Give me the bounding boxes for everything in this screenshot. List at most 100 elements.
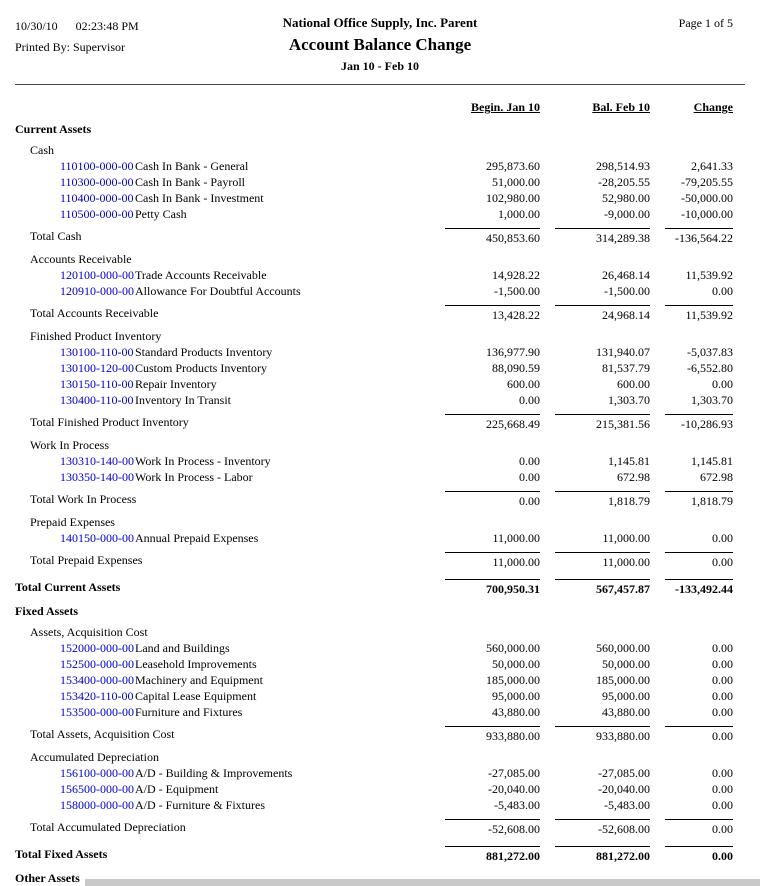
account-number-link[interactable]: 153420-110-00 <box>60 689 134 703</box>
begin-value: 43,880.00 <box>492 705 540 719</box>
account-number-link[interactable]: 140150-000-00 <box>60 531 134 545</box>
begin-value: 95,000.00 <box>492 689 540 703</box>
change-value: 0.00 <box>712 657 733 671</box>
account-number-link[interactable]: 120910-000-00 <box>60 284 134 298</box>
group-row: Accounts Receivable <box>0 251 760 267</box>
bal-value: 314,289.38 <box>555 228 650 246</box>
bal-value: 81,537.79 <box>602 361 650 375</box>
account-number-link[interactable]: 130150-110-00 <box>60 377 134 391</box>
account-row: 152500-000-00 Leasehold Improvements 50,00… <box>0 656 760 672</box>
account-description: Land and Buildings <box>135 641 230 655</box>
account-row: 130100-110-00 Standard Products Inventory… <box>0 344 760 360</box>
account-number-link[interactable]: 130400-110-00 <box>60 393 134 407</box>
change-value: 0.00 <box>665 726 733 744</box>
account-label: 156100-000-00 A/D - Building & Improvemen… <box>15 765 430 781</box>
bal-value: 600.00 <box>617 377 650 391</box>
account-number-link[interactable]: 130100-110-00 <box>60 345 134 359</box>
begin-value <box>445 251 540 267</box>
bal-value <box>555 437 650 453</box>
account-label: 152000-000-00 Land and Buildings <box>15 640 430 656</box>
account-number-link[interactable]: 158000-000-00 <box>60 798 134 812</box>
begin-value: 295,873.60 <box>486 159 540 173</box>
account-number-link[interactable]: 110500-000-00 <box>60 207 134 221</box>
begin-value: 0.00 <box>519 454 540 468</box>
account-row: 130350-140-00 Work In Process - Labor 0.00… <box>0 469 760 485</box>
row-label: Total Work In Process <box>30 492 137 506</box>
account-number-link[interactable]: 130100-120-00 <box>60 361 134 375</box>
account-row: 153500-000-00 Furniture and Fixtures 43,88… <box>0 704 760 720</box>
account-label: 130150-110-00 Repair Inventory <box>15 376 430 392</box>
account-number-link[interactable]: 153500-000-00 <box>60 705 134 719</box>
account-number-link[interactable]: 156500-000-00 <box>60 782 134 796</box>
change-value: -10,000.00 <box>681 207 733 221</box>
change-value <box>665 251 733 267</box>
account-label: 153400-000-00 Machinery and Equipment <box>15 672 430 688</box>
bal-value <box>555 328 650 344</box>
account-label: 130350-140-00 Work In Process - Labor <box>15 469 430 485</box>
account-description: Work In Process - Labor <box>135 470 253 484</box>
change-value: 0.00 <box>665 846 733 864</box>
horizontal-scrollbar[interactable] <box>85 879 760 886</box>
account-label: 153500-000-00 Furniture and Fixtures <box>15 704 430 720</box>
bal-value: 11,000.00 <box>602 531 650 545</box>
subtotal-row: Total Accounts Receivable 13,428.22 24,968… <box>0 305 760 323</box>
begin-value: 136,977.90 <box>486 345 540 359</box>
change-value <box>665 121 733 137</box>
begin-value: 51,000.00 <box>492 175 540 189</box>
begin-value: 102,980.00 <box>486 191 540 205</box>
begin-value: 0.00 <box>519 470 540 484</box>
subtotal-row: Total Work In Process 0.00 1,818.79 1,818.7… <box>0 491 760 509</box>
account-description: Standard Products Inventory <box>135 345 273 359</box>
account-number-link[interactable]: 120100-000-00 <box>60 268 134 282</box>
account-label: 110300-000-00 Cash In Bank - Payroll <box>15 174 430 190</box>
row-label: Total Assets, Acquisition Cost <box>30 727 175 741</box>
change-value: 0.00 <box>712 798 733 812</box>
bal-value <box>555 121 650 137</box>
begin-value: 14,928.22 <box>492 268 540 282</box>
change-value <box>665 749 733 765</box>
group-row: Cash <box>0 142 760 158</box>
account-number-link[interactable]: 110400-000-00 <box>60 191 134 205</box>
account-description: Annual Prepaid Expenses <box>135 531 259 545</box>
account-number-link[interactable]: 130350-140-00 <box>60 470 134 484</box>
bal-value: 24,968.14 <box>555 305 650 323</box>
change-value: 11,539.92 <box>685 268 733 282</box>
total-row: Total Fixed Assets 881,272.00 881,272.00 0.… <box>0 846 760 864</box>
account-description: Repair Inventory <box>135 377 217 391</box>
account-row: 130150-110-00 Repair Inventory 600.00 600.0… <box>0 376 760 392</box>
bal-value: 560,000.00 <box>596 641 650 655</box>
row-label: Accumulated Depreciation <box>30 750 159 764</box>
row-label: Fixed Assets <box>15 604 78 618</box>
account-row: 153400-000-00 Machinery and Equipment 185,… <box>0 672 760 688</box>
account-number-link[interactable]: 156100-000-00 <box>60 766 134 780</box>
subtotal-row: Total Cash 450,853.60 314,289.38 -136,564.2… <box>0 228 760 246</box>
row-label: Total Current Assets <box>15 580 121 594</box>
begin-value: -20,040.00 <box>488 782 540 796</box>
account-row: 110100-000-00 Cash In Bank - General 295,8… <box>0 158 760 174</box>
begin-value <box>445 749 540 765</box>
begin-value: -27,085.00 <box>488 766 540 780</box>
bal-value <box>555 603 650 619</box>
row-label: Finished Product Inventory <box>30 329 162 343</box>
account-number-link[interactable]: 152500-000-00 <box>60 657 134 671</box>
begin-value: -52,608.00 <box>445 819 540 837</box>
account-number-link[interactable]: 110100-000-00 <box>60 159 134 173</box>
account-number-link[interactable]: 153400-000-00 <box>60 673 134 687</box>
account-description: Trade Accounts Receivable <box>135 268 267 282</box>
change-value: -50,000.00 <box>681 191 733 205</box>
bal-value: 1,818.79 <box>555 491 650 509</box>
account-description: Capital Lease Equipment <box>135 689 257 703</box>
row-label: Cash <box>30 143 54 157</box>
begin-value: 560,000.00 <box>486 641 540 655</box>
bal-value: 1,303.70 <box>608 393 650 407</box>
begin-value: 933,880.00 <box>445 726 540 744</box>
change-value: 0.00 <box>665 552 733 570</box>
account-label: 130400-110-00 Inventory In Transit <box>15 392 430 408</box>
account-label: 152500-000-00 Leasehold Improvements <box>15 656 430 672</box>
total-row: Total Current Assets 700,950.31 567,457.87… <box>0 579 760 597</box>
column-header-begin: Begin. Jan 10 <box>470 100 540 114</box>
account-number-link[interactable]: 152000-000-00 <box>60 641 134 655</box>
account-number-link[interactable]: 110300-000-00 <box>60 175 134 189</box>
change-value: 0.00 <box>665 819 733 837</box>
account-number-link[interactable]: 130310-140-00 <box>60 454 134 468</box>
